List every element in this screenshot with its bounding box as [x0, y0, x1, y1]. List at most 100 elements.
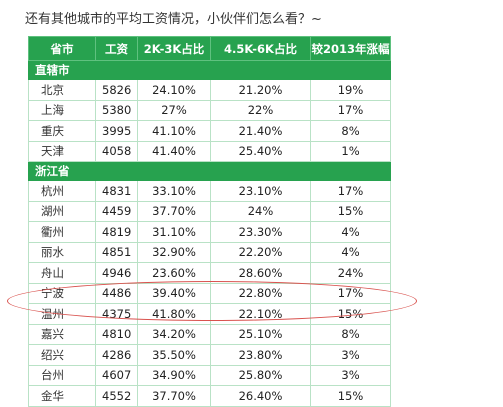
cell-2k3k: 37.70%	[137, 385, 211, 407]
cell-city: 宁波	[28, 282, 96, 304]
table-row: 衢州 4819 31.10% 23.30% 4%	[28, 221, 391, 243]
cell-45k6k: 28.60%	[210, 262, 311, 284]
table-row: 丽水 4851 32.90% 22.20% 4%	[28, 241, 391, 263]
table-header-row: 省市 工资 2K-3K占比 4.5K-6K占比 较2013年涨幅	[28, 36, 391, 61]
cell-city: 湖州	[28, 200, 96, 222]
cell-city: 绍兴	[28, 344, 96, 366]
cell-growth: 1%	[310, 140, 391, 162]
cell-city: 杭州	[28, 180, 96, 202]
cell-45k6k: 25.80%	[210, 364, 311, 386]
cell-2k3k: 27%	[137, 99, 211, 121]
table-row: 舟山 4946 23.60% 28.60% 24%	[28, 262, 391, 284]
cell-growth: 17%	[310, 99, 391, 121]
cell-growth: 8%	[310, 323, 391, 345]
header-growth: 较2013年涨幅	[310, 36, 391, 61]
cell-growth: 3%	[310, 364, 391, 386]
cell-45k6k: 21.20%	[210, 79, 311, 101]
table-row: 温州 4375 41.80% 22.10% 15%	[28, 303, 391, 325]
table-row: 嘉兴 4810 34.20% 25.10% 8%	[28, 323, 391, 345]
cell-45k6k: 22.10%	[210, 303, 311, 325]
cell-wage: 4819	[95, 221, 138, 243]
cell-city: 上海	[28, 99, 96, 121]
cell-2k3k: 24.10%	[137, 79, 211, 101]
cell-growth: 3%	[310, 344, 391, 366]
cell-2k3k: 31.10%	[137, 221, 211, 243]
cell-city: 重庆	[28, 120, 96, 142]
cell-city: 温州	[28, 303, 96, 325]
header-wage: 工资	[95, 36, 138, 61]
header-45k6k-share: 4.5K-6K占比	[210, 36, 311, 61]
cell-wage: 4831	[95, 180, 138, 202]
cell-wage: 4851	[95, 241, 138, 263]
header-province: 省市	[28, 36, 96, 61]
cell-2k3k: 32.90%	[137, 241, 211, 263]
cell-growth: 4%	[310, 221, 391, 243]
cell-2k3k: 41.80%	[137, 303, 211, 325]
cell-45k6k: 23.10%	[210, 180, 311, 202]
salary-table: 省市 工资 2K-3K占比 4.5K-6K占比 较2013年涨幅 直辖市 北京 …	[28, 36, 391, 407]
table-row: 金华 4552 37.70% 26.40% 15%	[28, 385, 391, 407]
cell-2k3k: 34.20%	[137, 323, 211, 345]
cell-45k6k: 22%	[210, 99, 311, 121]
cell-wage: 4810	[95, 323, 138, 345]
cell-45k6k: 22.80%	[210, 282, 311, 304]
post-caption: 还有其他城市的平均工资情况，小伙伴们怎么看？~	[25, 12, 322, 27]
cell-growth: 15%	[310, 385, 391, 407]
cell-city: 金华	[28, 385, 96, 407]
cell-growth: 8%	[310, 120, 391, 142]
cell-growth: 17%	[310, 180, 391, 202]
cell-2k3k: 39.40%	[137, 282, 211, 304]
table-row: 宁波 4486 39.40% 22.80% 17%	[28, 282, 391, 304]
cell-city: 衢州	[28, 221, 96, 243]
cell-growth: 15%	[310, 200, 391, 222]
cell-wage: 4459	[95, 200, 138, 222]
table-row: 上海 5380 27% 22% 17%	[28, 99, 391, 121]
cell-wage: 5380	[95, 99, 138, 121]
table-row: 绍兴 4286 35.50% 23.80% 3%	[28, 344, 391, 366]
cell-2k3k: 33.10%	[137, 180, 211, 202]
group-row-zhejiang: 浙江省	[28, 161, 391, 181]
cell-city: 丽水	[28, 241, 96, 263]
cell-2k3k: 35.50%	[137, 344, 211, 366]
table-row: 湖州 4459 37.70% 24% 15%	[28, 200, 391, 222]
cell-wage: 4486	[95, 282, 138, 304]
cell-wage: 4607	[95, 364, 138, 386]
cell-2k3k: 41.40%	[137, 140, 211, 162]
group-label: 直辖市	[28, 60, 391, 80]
cell-city: 嘉兴	[28, 323, 96, 345]
salary-table-image: 省市 工资 2K-3K占比 4.5K-6K占比 较2013年涨幅 直辖市 北京 …	[28, 36, 391, 407]
table-row: 天津 4058 41.40% 25.40% 1%	[28, 140, 391, 162]
cell-growth: 15%	[310, 303, 391, 325]
cell-city: 北京	[28, 79, 96, 101]
cell-45k6k: 24%	[210, 200, 311, 222]
cell-45k6k: 26.40%	[210, 385, 311, 407]
cell-city: 舟山	[28, 262, 96, 284]
cell-45k6k: 23.30%	[210, 221, 311, 243]
cell-2k3k: 23.60%	[137, 262, 211, 284]
cell-wage: 5826	[95, 79, 138, 101]
group-label: 浙江省	[28, 161, 391, 181]
cell-growth: 24%	[310, 262, 391, 284]
table-row: 杭州 4831 33.10% 23.10% 17%	[28, 180, 391, 202]
table-row: 北京 5826 24.10% 21.20% 19%	[28, 79, 391, 101]
cell-wage: 3995	[95, 120, 138, 142]
cell-growth: 17%	[310, 282, 391, 304]
cell-45k6k: 25.40%	[210, 140, 311, 162]
cell-wage: 4286	[95, 344, 138, 366]
cell-city: 台州	[28, 364, 96, 386]
cell-wage: 4946	[95, 262, 138, 284]
table-row: 重庆 3995 41.10% 21.40% 8%	[28, 120, 391, 142]
group-row-municipalities: 直辖市	[28, 60, 391, 80]
cell-city: 天津	[28, 140, 96, 162]
cell-45k6k: 23.80%	[210, 344, 311, 366]
table-row: 台州 4607 34.90% 25.80% 3%	[28, 364, 391, 386]
cell-wage: 4552	[95, 385, 138, 407]
header-2k3k-share: 2K-3K占比	[137, 36, 211, 61]
cell-growth: 19%	[310, 79, 391, 101]
cell-growth: 4%	[310, 241, 391, 263]
cell-wage: 4375	[95, 303, 138, 325]
cell-45k6k: 25.10%	[210, 323, 311, 345]
cell-45k6k: 22.20%	[210, 241, 311, 263]
cell-2k3k: 37.70%	[137, 200, 211, 222]
cell-2k3k: 41.10%	[137, 120, 211, 142]
